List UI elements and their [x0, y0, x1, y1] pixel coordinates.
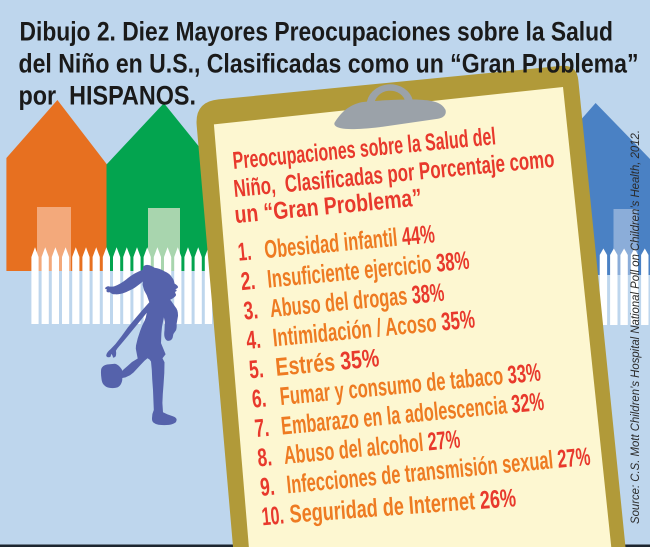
- svg-text:2.: 2.: [240, 267, 257, 296]
- svg-text:Dibujo 2. Diez Mayores Preocup: Dibujo 2. Diez Mayores Preocupaciones so…: [20, 17, 614, 47]
- svg-text:5.: 5.: [248, 355, 265, 384]
- svg-text:3.: 3.: [242, 296, 259, 325]
- svg-text:8.: 8.: [256, 443, 273, 472]
- svg-text:10.: 10.: [260, 501, 285, 531]
- svg-text:1.: 1.: [237, 238, 253, 267]
- svg-text:7.: 7.: [253, 414, 270, 443]
- svg-text:Source: C.S. Mott Children’s H: Source: C.S. Mott Children’s Hospital Na…: [628, 130, 642, 524]
- svg-text:por HISPANOS.: por HISPANOS.: [19, 81, 197, 111]
- svg-text:6.: 6.: [251, 384, 268, 413]
- svg-text:9.: 9.: [259, 473, 276, 502]
- svg-text:4.: 4.: [245, 326, 262, 355]
- svg-text:del Niño en U.S., Clasificadas: del Niño en U.S., Clasificadas como un “…: [19, 49, 639, 79]
